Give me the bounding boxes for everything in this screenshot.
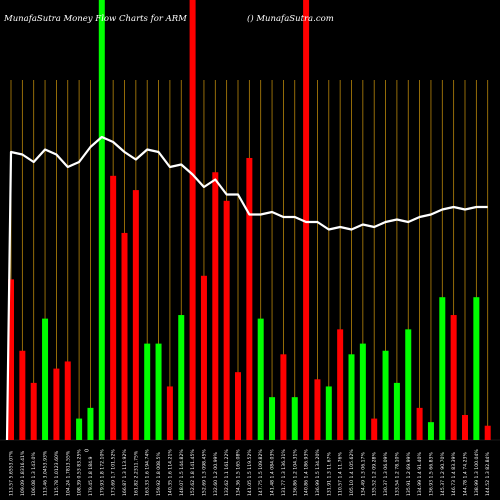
x-tick-label: 166.87 1.3 113.92%: [122, 449, 128, 496]
x-tick-label: 146.73 1.4 83.39%: [451, 452, 457, 496]
x-tick-label: 135.52 1.2 09.28%: [372, 452, 378, 496]
bar: [450, 315, 457, 440]
bar: [246, 157, 253, 440]
x-tick-label: 110.57 1.4 11.76%: [338, 452, 344, 496]
bar: [155, 343, 162, 440]
x-tick-label: 134.36 1.5 165.08%: [236, 449, 242, 496]
bar: [473, 297, 480, 440]
x-tick-label: 115.78 1.0123.60%: [54, 450, 60, 496]
x-tick-label: 104.24 1.7813.55%: [65, 450, 71, 496]
bar: [166, 386, 173, 440]
chart-title: MunafaSutra Money Flow Charts for ARM: [4, 14, 187, 24]
bar: [30, 382, 37, 440]
x-tick-label: 179.45 1.8 184.9: [88, 456, 94, 496]
bar: [462, 415, 468, 440]
x-tick-label: 145.37 1.2 90.70%: [440, 452, 446, 496]
x-tick-label: 144.52 1.3 82.84%: [485, 452, 491, 496]
x-tick-label: 136.99 1.5 134.20%: [315, 449, 321, 496]
bar: [314, 379, 321, 440]
bar: [53, 368, 60, 440]
x-tick-labels: 113.57 5.6553.07% 109.09 1.8316.41% 106.08…: [9, 449, 492, 496]
x-tick-label: 113.46 3.0453.93%: [43, 450, 49, 496]
x-tick-label: 136.93 1.5 66.83%: [428, 452, 434, 496]
bar: [484, 425, 491, 440]
bar: [189, 0, 196, 440]
x-tick-label: 105.10 1.4 105.62%: [349, 449, 355, 496]
bar: [19, 350, 26, 440]
x-tick-label: 140.86 1.4 186.93%: [304, 449, 310, 496]
bar: [325, 386, 332, 440]
x-tick-label: 130.37 1.3 06.09%: [383, 452, 389, 496]
x-tick-label: 131.91 1.3 11.67%: [326, 452, 332, 496]
x-tick-label: 147.75 1.5 109.82%: [258, 449, 264, 496]
bar: [393, 382, 400, 440]
x-tick-label: 144.78 1.4 74.23%: [463, 452, 469, 496]
x-tick-label: 131.77 1.3 136.31%: [281, 449, 287, 496]
bar: [280, 354, 287, 440]
x-tick-label: 161.82 2.2311.75%: [133, 450, 139, 496]
x-tick-label: 113.57 5.6553.07%: [9, 450, 15, 496]
bar: [291, 397, 298, 440]
bar: [257, 318, 264, 440]
x-tick-label: 109.09 1.8316.41%: [20, 450, 26, 496]
bar: [337, 329, 344, 440]
bar: [382, 350, 389, 440]
bar: [405, 329, 412, 440]
site-credit: () MunafaSutra.com: [247, 14, 334, 24]
trend-line: [5, 135, 488, 441]
x-tick-label: 179.93 1.8 172.10%: [99, 449, 105, 496]
x-axis-note: 0: [84, 449, 90, 452]
x-tick-label: 163.33 1.6 194.74%: [145, 449, 151, 496]
bar: [371, 418, 378, 440]
bar: [87, 407, 94, 440]
bar: [416, 407, 423, 440]
x-tick-label: 134.99 1.4 91.40%: [417, 452, 423, 496]
bar: [144, 343, 151, 440]
bar: [269, 397, 276, 440]
bar: [427, 422, 434, 440]
bar: [76, 418, 83, 440]
bar: [98, 0, 105, 440]
bar: [178, 315, 185, 440]
bar: [132, 190, 139, 440]
bar-series: [8, 0, 491, 440]
bar: [121, 232, 128, 440]
bar: [223, 200, 230, 440]
bar: [42, 318, 49, 440]
bar: [303, 0, 310, 440]
x-tick-label: 134.49 1.3 06.17%: [360, 452, 366, 496]
x-tick-label: 108.39 0.53 83.25%: [77, 449, 83, 496]
bar: [212, 172, 219, 440]
x-tick-label: 133.54 1.2 78.10%: [394, 452, 400, 496]
x-tick-label: 141.48 1.4 084.03%: [270, 449, 276, 496]
x-tick-label: 148.07 1.5 144.82%: [179, 449, 185, 496]
x-tick-label: 152.62 1.8 141.45%: [190, 449, 196, 496]
x-tick-label: 138.99 1.3 100.04%: [474, 449, 480, 496]
bar: [110, 175, 117, 440]
bar: [348, 354, 355, 440]
x-tick-label: 136.86 1.2 104.31%: [292, 449, 298, 496]
x-tick-label: 132.60 1.2 00.99%: [213, 452, 219, 496]
bar: [359, 343, 366, 440]
trend-line-path: [5, 135, 488, 441]
x-tick-label: 173.69 1.7 101.52%: [111, 449, 117, 496]
bar: [8, 279, 14, 440]
x-tick-label: 106.08 1.3 143.0%: [31, 452, 37, 496]
x-tick-label: 135.91 1.2 69.99%: [406, 452, 412, 496]
x-tick-label: 132.62 1.1 161.22%: [224, 449, 230, 496]
x-tick-label: 140.35 1.6 114.21%: [167, 449, 173, 496]
bar: [235, 372, 241, 440]
bar: [64, 361, 71, 440]
bar: [439, 297, 446, 440]
x-tick-label: 159.92 1.8 008.5%: [156, 452, 162, 496]
bar: [200, 275, 207, 440]
x-tick-label: 152.69 1.3 098.45%: [201, 449, 207, 496]
x-tick-label: 141.05 1.5 119.52%: [247, 449, 253, 496]
